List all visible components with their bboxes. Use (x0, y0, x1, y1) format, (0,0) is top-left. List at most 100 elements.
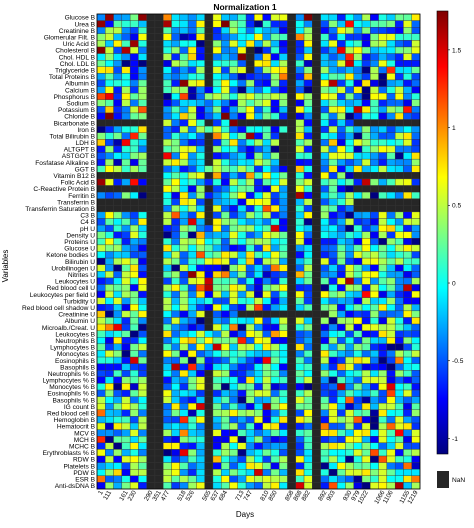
heatmap-cell (287, 271, 296, 279)
heatmap-cell (96, 363, 106, 371)
heatmap-cell (353, 79, 363, 87)
heatmap-cell (254, 79, 263, 87)
heatmap-cell (378, 317, 388, 325)
heatmap-cell (245, 86, 255, 94)
heatmap-cell (262, 112, 272, 120)
heatmap-cell (113, 165, 123, 173)
heatmap-cell (337, 429, 346, 437)
heatmap-cell (179, 132, 189, 140)
heatmap-cell (279, 125, 288, 133)
heatmap-cell (279, 462, 288, 470)
heatmap-cell (361, 442, 371, 450)
heatmap-cell (337, 416, 346, 424)
heatmap-cell (320, 416, 330, 424)
heatmap-cell (113, 244, 123, 252)
heatmap-cell (146, 46, 156, 54)
heatmap-cell (328, 442, 338, 450)
heatmap-cell (262, 53, 272, 61)
heatmap-cell (121, 172, 131, 180)
heatmap-cell (179, 198, 189, 206)
heatmap-cell (96, 92, 106, 100)
heatmap-cell (320, 106, 330, 114)
heatmap-cell (204, 178, 214, 186)
heatmap-cell (279, 271, 288, 279)
heatmap-cell (196, 99, 205, 107)
heatmap-cell (96, 99, 106, 107)
heatmap-cell (204, 482, 214, 490)
heatmap-cell (121, 205, 131, 213)
heatmap-cell (295, 462, 305, 470)
heatmap-cell (105, 66, 114, 74)
heatmap-cell (303, 455, 313, 463)
heatmap-cell (204, 455, 214, 463)
heatmap-cell (245, 403, 255, 411)
heatmap-cell (154, 350, 164, 358)
heatmap-cell (229, 356, 238, 364)
heatmap-cell (229, 119, 238, 127)
heatmap-cell (187, 337, 197, 345)
heatmap-cell (204, 13, 214, 21)
heatmap-cell (138, 277, 147, 285)
heatmap-cell (154, 409, 164, 417)
heatmap-cell (337, 112, 346, 120)
heatmap-cell (154, 264, 164, 272)
heatmap-cell (353, 60, 363, 67)
heatmap-cell (337, 119, 346, 127)
heatmap-cell (394, 297, 404, 305)
heatmap-cell (295, 20, 305, 28)
heatmap-cell (254, 330, 263, 338)
heatmap-cell (237, 145, 247, 153)
heatmap-cell (378, 383, 388, 391)
heatmap-cell (187, 152, 197, 160)
heatmap-cell (312, 376, 321, 384)
heatmap-cell (337, 92, 346, 100)
heatmap-cell (254, 277, 263, 285)
heatmap-cell (171, 323, 180, 331)
heatmap-cell (312, 337, 321, 345)
heatmap-cell (163, 132, 172, 140)
heatmap-cell (196, 284, 205, 292)
heatmap-cell (279, 79, 288, 87)
heatmap-cell (179, 60, 189, 67)
heatmap-cell (204, 79, 214, 87)
heatmap-cell (96, 343, 106, 351)
heatmap-cell (303, 462, 313, 470)
heatmap-cell (204, 244, 214, 252)
heatmap-cell (113, 13, 123, 21)
heatmap-cell (353, 165, 363, 173)
heatmap-cell (221, 442, 230, 450)
heatmap-cell (212, 370, 222, 378)
heatmap-cell (187, 40, 197, 48)
heatmap-cell (154, 145, 164, 153)
heatmap-cell (403, 244, 412, 252)
heatmap-cell (378, 92, 388, 100)
heatmap-cell (212, 231, 222, 239)
heatmap-cell (353, 152, 363, 160)
heatmap-cell (221, 323, 230, 331)
heatmap-cell (237, 449, 247, 457)
heatmap-cell (353, 139, 363, 147)
heatmap-cell (229, 462, 238, 470)
heatmap-cell (361, 178, 371, 186)
heatmap-cell (154, 475, 164, 483)
heatmap-cell (403, 132, 412, 140)
heatmap-cell (138, 429, 147, 437)
heatmap-cell (328, 92, 338, 100)
heatmap-cell (196, 376, 205, 384)
heatmap-cell (262, 244, 272, 252)
heatmap-cell (129, 231, 139, 239)
heatmap-cell (212, 455, 222, 463)
heatmap-cell (295, 185, 305, 193)
row-label: Bicarbonate B (54, 120, 96, 127)
heatmap-cell (254, 13, 263, 21)
heatmap-cell (353, 218, 363, 226)
heatmap-cell (187, 442, 197, 450)
row-label: Vitamin B12 B (53, 173, 95, 180)
heatmap-cell (171, 350, 180, 358)
heatmap-cell (320, 86, 330, 94)
heatmap-cell (411, 60, 421, 67)
heatmap-cell (411, 112, 421, 120)
heatmap-cell (312, 297, 321, 305)
heatmap-cell (171, 244, 180, 252)
heatmap-cell (229, 422, 238, 430)
